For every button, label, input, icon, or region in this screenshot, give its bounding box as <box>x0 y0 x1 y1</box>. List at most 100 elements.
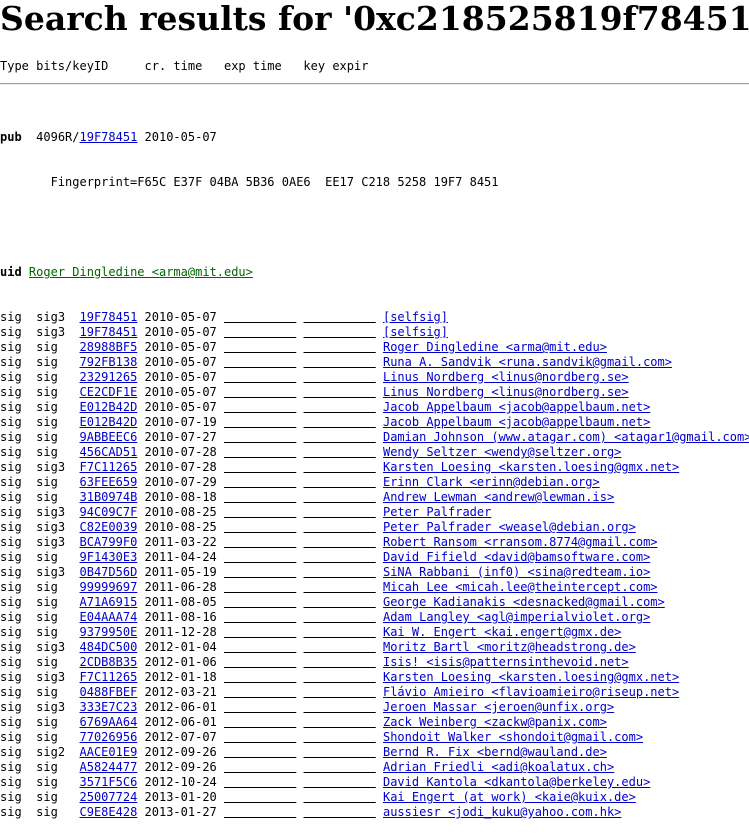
sig-uid-link[interactable]: Karsten Loesing <karsten.loesing@gmx.net… <box>382 460 680 474</box>
sig-uid-link[interactable]: Moritz Bartl <moritz@headstrong.de> <box>382 640 636 654</box>
sig-uid-link[interactable]: Jacob Appelbaum <jacob@appelbaum.net> <box>382 400 651 414</box>
sig-uid-link[interactable]: Runa A. Sandvik <runa.sandvik@gmail.com> <box>382 355 672 369</box>
sig-uid-link[interactable]: Peter Palfrader <box>382 505 492 519</box>
sig-subtype: sig <box>36 610 66 624</box>
sig-keyid-link[interactable]: 0488FBEF <box>79 685 138 699</box>
sig-keyid-link[interactable]: C9E8E428 <box>79 805 138 819</box>
sig-keyid-link[interactable]: 6769AA64 <box>79 715 138 729</box>
sig-keyid-link[interactable]: 333E7C23 <box>79 700 138 714</box>
signature-row: sig sig3 19F78451 2010-05-07 [selfsig] <box>0 310 749 325</box>
sig-date: 2010-07-27 <box>144 430 217 444</box>
sig-uid-link[interactable]: Zack Weinberg <zackw@panix.com> <box>382 715 607 729</box>
sig-key-expir <box>304 610 376 624</box>
sig-date: 2013-01-20 <box>144 790 217 804</box>
sig-subtype: sig <box>36 580 66 594</box>
sig-uid-link[interactable]: SiNA Rabbani (inf0) <sina@redteam.io> <box>382 565 651 579</box>
pub-keyid-link[interactable]: 19F78451 <box>79 130 138 144</box>
sig-date: 2010-07-28 <box>144 460 217 474</box>
sig-keyid-link[interactable]: A71A6915 <box>79 595 138 609</box>
sig-keyid-link[interactable]: 3571F5C6 <box>79 775 138 789</box>
sig-uid-link[interactable]: Adrian Friedli <adi@koalatux.ch> <box>382 760 615 774</box>
signature-row: sig sig E04AAA74 2011-08-16 Adam Langley… <box>0 610 749 625</box>
sig-uid-link[interactable]: David Kantola <dkantola@berkeley.edu> <box>382 775 651 789</box>
sig-uid-link[interactable]: Erinn Clark <erinn@debian.org> <box>382 475 600 489</box>
sig-subtype: sig3 <box>36 700 66 714</box>
sig-keyid-link[interactable]: C82E0039 <box>79 520 138 534</box>
sig-keyid-link[interactable]: A5824477 <box>79 760 138 774</box>
sig-keyid-link[interactable]: 19F78451 <box>79 310 138 324</box>
sig-uid-link[interactable]: Bernd R. Fix <bernd@wauland.de> <box>382 745 607 759</box>
uid-link[interactable]: Roger Dingledine <arma@mit.edu> <box>28 265 253 279</box>
sig-keyid-link[interactable]: E04AAA74 <box>79 610 138 624</box>
sig-uid-link[interactable]: Andrew Lewman <andrew@lewman.is> <box>382 490 615 504</box>
sig-uid-link[interactable]: Shondoit Walker <shondoit@gmail.com> <box>382 730 644 744</box>
sig-keyid-link[interactable]: 25007724 <box>79 790 138 804</box>
sig-uid-link[interactable]: Linus Nordberg <linus@nordberg.se> <box>382 385 629 399</box>
sig-type: sig <box>0 415 22 429</box>
sig-keyid-link[interactable]: 792FB138 <box>79 355 138 369</box>
signature-row: sig sig3 484DC500 2012-01-04 Moritz Bart… <box>0 640 749 655</box>
spacer <box>0 220 749 235</box>
sig-uid-link[interactable]: Isis! <isis@patternsinthevoid.net> <box>382 655 629 669</box>
sig-key-expir <box>304 715 376 729</box>
sig-uid-link[interactable]: George Kadianakis <desnacked@gmail.com> <box>382 595 665 609</box>
sig-uid-link[interactable]: aussiesr <jodi_kuku@yahoo.com.hk> <box>382 805 622 819</box>
sig-uid-link[interactable]: Micah Lee <micah.lee@theintercept.com> <box>382 580 658 594</box>
sig-keyid-link[interactable]: 31B0974B <box>79 490 138 504</box>
sig-type: sig <box>0 475 22 489</box>
sig-uid-link[interactable]: Kai Engert (at work) <kaie@kuix.de> <box>382 790 636 804</box>
sig-keyid-link[interactable]: 9ABBEEC6 <box>79 430 138 444</box>
sig-uid-link[interactable]: [selfsig] <box>382 325 449 339</box>
sig-keyid-link[interactable]: F7C11265 <box>79 670 138 684</box>
sig-keyid-link[interactable]: 9379950E <box>79 625 138 639</box>
sig-keyid-link[interactable]: AACE01E9 <box>79 745 138 759</box>
sig-keyid-link[interactable]: 28988BF5 <box>79 340 138 354</box>
sig-uid-link[interactable]: Roger Dingledine <arma@mit.edu> <box>382 340 607 354</box>
sig-uid-link[interactable]: Flávio Amieiro <flavioamieiro@riseup.net… <box>382 685 680 699</box>
sig-uid-link[interactable]: Peter Palfrader <weasel@debian.org> <box>382 520 636 534</box>
sig-date: 2011-03-22 <box>144 535 217 549</box>
sig-keyid-link[interactable]: 23291265 <box>79 370 138 384</box>
sig-keyid-link[interactable]: E012B42D <box>79 415 138 429</box>
sig-keyid-link[interactable]: 0B47D56D <box>79 565 138 579</box>
sig-keyid-link[interactable]: 99999697 <box>79 580 138 594</box>
sig-key-expir <box>304 790 376 804</box>
sig-keyid-link[interactable]: 2CDB8B35 <box>79 655 138 669</box>
sig-keyid-link[interactable]: BCA799F0 <box>79 535 138 549</box>
sig-uid-link[interactable]: Adam Langley <agl@imperialviolet.org> <box>382 610 651 624</box>
sig-uid-link[interactable]: Wendy Seltzer <wendy@seltzer.org> <box>382 445 622 459</box>
sig-subtype: sig <box>36 625 66 639</box>
sig-exp-time <box>224 550 296 564</box>
sig-uid-link[interactable]: Karsten Loesing <karsten.loesing@gmx.net… <box>382 670 680 684</box>
sig-keyid-link[interactable]: E012B42D <box>79 400 138 414</box>
sig-date: 2012-09-26 <box>144 760 217 774</box>
signature-row: sig sig 28988BF5 2010-05-07 Roger Dingle… <box>0 340 749 355</box>
sig-uid-link[interactable]: Damian Johnson (www.atagar.com) <atagar1… <box>382 430 749 444</box>
sig-key-expir <box>304 370 376 384</box>
sig-uid-link[interactable]: Kai W. Engert <kai.engert@gmx.de> <box>382 625 622 639</box>
sig-keyid-link[interactable]: 94C09C7F <box>79 505 138 519</box>
sig-keyid-link[interactable]: 63FEE659 <box>79 475 138 489</box>
sig-exp-time <box>224 385 296 399</box>
sig-keyid-link[interactable]: 19F78451 <box>79 325 138 339</box>
sig-keyid-link[interactable]: F7C11265 <box>79 460 138 474</box>
signature-row: sig sig2 AACE01E9 2012-09-26 Bernd R. Fi… <box>0 745 749 760</box>
signature-row: sig sig3 BCA799F0 2011-03-22 Robert Rans… <box>0 535 749 550</box>
sig-keyid-link[interactable]: 77026956 <box>79 730 138 744</box>
sig-date: 2011-06-28 <box>144 580 217 594</box>
sig-keyid-link[interactable]: 9F1430E3 <box>79 550 138 564</box>
sig-uid-link[interactable]: [selfsig] <box>382 310 449 324</box>
sig-uid-link[interactable]: Linus Nordberg <linus@nordberg.se> <box>382 370 629 384</box>
sig-keyid-link[interactable]: CE2CDF1E <box>79 385 138 399</box>
sig-uid-link[interactable]: Robert Ransom <rransom.8774@gmail.com> <box>382 535 658 549</box>
sig-uid-link[interactable]: David Fifield <david@bamsoftware.com> <box>382 550 651 564</box>
signature-row: sig sig E012B42D 2010-07-19 Jacob Appelb… <box>0 415 749 430</box>
signature-row: sig sig 792FB138 2010-05-07 Runa A. Sand… <box>0 355 749 370</box>
sig-date: 2010-05-07 <box>144 325 217 339</box>
sig-keyid-link[interactable]: 456CAD51 <box>79 445 138 459</box>
sig-uid-link[interactable]: Jeroen Massar <jeroen@unfix.org> <box>382 700 615 714</box>
sig-uid-link[interactable]: Jacob Appelbaum <jacob@appelbaum.net> <box>382 415 651 429</box>
sig-type: sig <box>0 370 22 384</box>
sig-keyid-link[interactable]: 484DC500 <box>79 640 138 654</box>
sig-date: 2010-07-28 <box>144 445 217 459</box>
